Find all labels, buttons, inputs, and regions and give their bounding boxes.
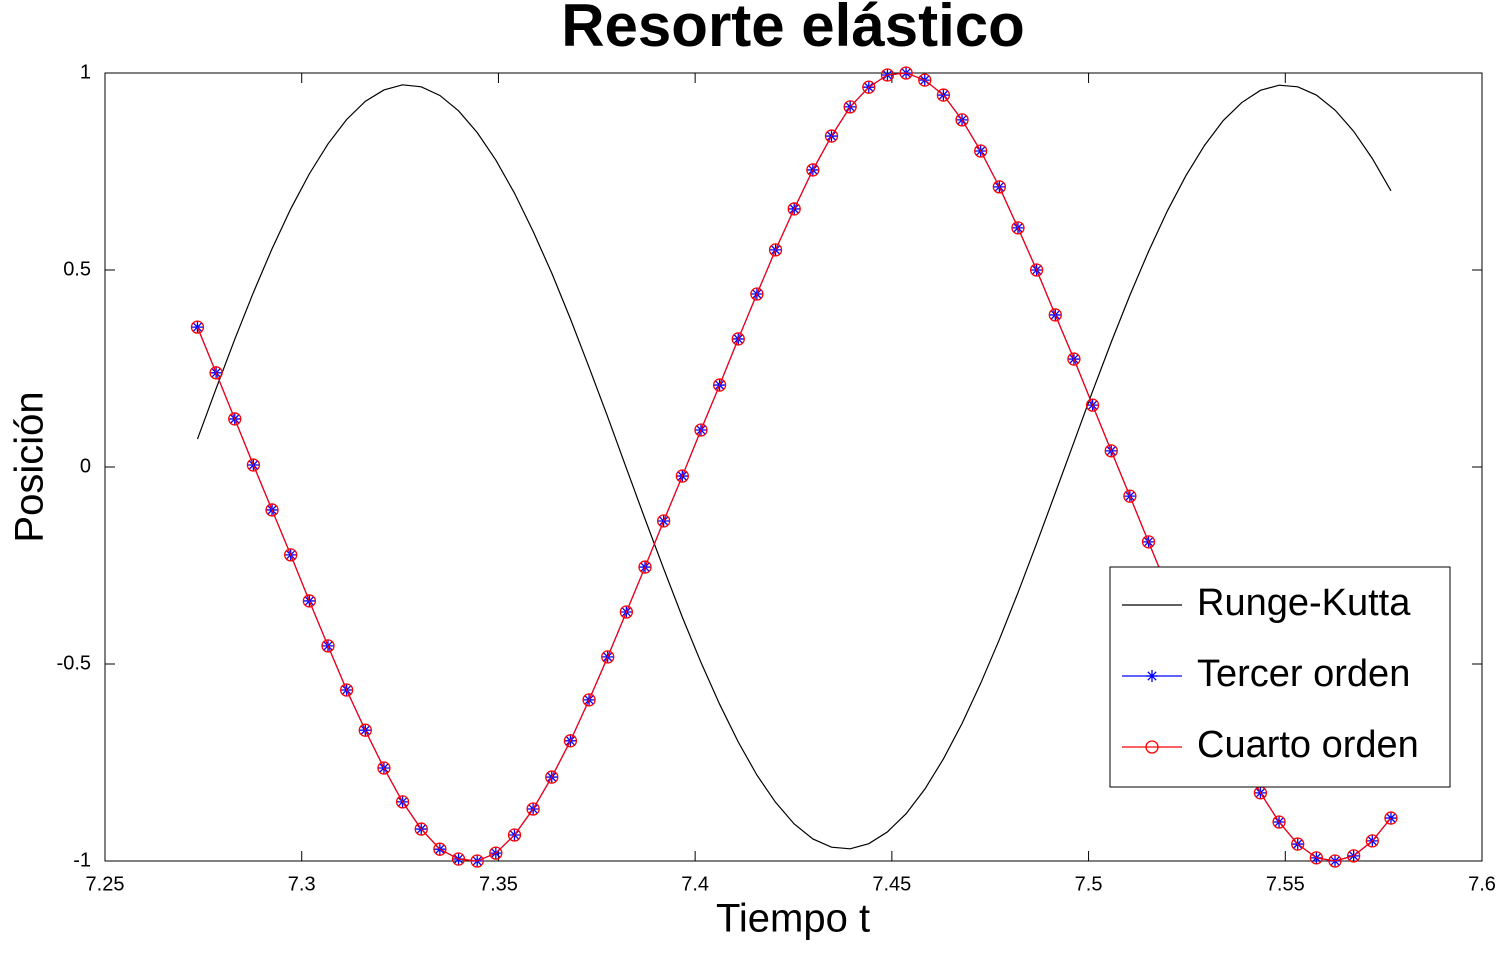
circle-marker — [526, 802, 540, 816]
circle-marker — [1123, 489, 1137, 503]
circle-marker — [1145, 740, 1159, 754]
circle-marker — [582, 693, 596, 707]
circle-marker — [899, 66, 913, 80]
circle-marker — [246, 458, 261, 472]
y-tick-label: -0.5 — [57, 652, 91, 674]
circle-marker — [1384, 811, 1398, 825]
circle-marker — [451, 852, 466, 866]
circle-marker — [563, 734, 578, 748]
circle-marker — [936, 88, 951, 102]
circle-marker — [768, 243, 783, 257]
x-tick-label: 7.45 — [872, 873, 911, 895]
circle-marker — [675, 469, 689, 483]
circle-marker — [284, 548, 298, 562]
x-tick-label: 7.25 — [86, 873, 125, 895]
circle-marker — [601, 650, 615, 664]
circle-marker — [1029, 263, 1044, 277]
circle-marker — [1067, 352, 1081, 366]
circle-marker — [358, 723, 372, 737]
circle-marker — [955, 113, 969, 127]
circle-marker — [507, 828, 522, 842]
y-tick-label: -1 — [73, 849, 91, 871]
circle-marker — [992, 180, 1006, 194]
chart-title: Resorte elástico — [561, 0, 1025, 59]
circle-marker — [377, 761, 391, 775]
circle-marker — [395, 795, 410, 809]
circle-marker — [1365, 834, 1379, 848]
circle-marker — [824, 129, 839, 143]
y-tick-label: 1 — [80, 61, 91, 83]
x-tick-label: 7.5 — [1075, 873, 1103, 895]
circle-marker — [209, 366, 223, 380]
circle-marker — [489, 846, 503, 860]
circle-marker — [694, 423, 708, 437]
asterisk-marker — [1146, 670, 1158, 682]
circle-marker — [1309, 851, 1324, 865]
x-axis-label: Tiempo t — [716, 897, 870, 941]
circle-marker — [862, 80, 876, 94]
y-axis-label: Posición — [8, 391, 52, 542]
circle-marker — [1291, 837, 1305, 851]
plot-frame — [104, 72, 1483, 862]
circle-marker — [302, 594, 316, 608]
circle-marker — [712, 378, 727, 392]
legend-label: Runge-Kutta — [1197, 582, 1411, 624]
circle-marker — [545, 770, 559, 784]
series-line — [196, 84, 1392, 850]
y-tick-label: 0.5 — [63, 258, 91, 280]
x-tick-label: 7.55 — [1266, 873, 1305, 895]
x-tick-label: 7.3 — [288, 873, 316, 895]
circle-marker — [265, 503, 279, 517]
circle-marker — [190, 320, 205, 334]
circle-marker — [414, 822, 428, 836]
circle-marker — [1272, 815, 1286, 829]
legend: Runge-Kutta Tercer orden Cuarto orden — [1109, 566, 1451, 788]
x-tick-label: 7.35 — [479, 873, 518, 895]
circle-marker — [918, 73, 932, 87]
legend-box — [1109, 566, 1451, 788]
circle-marker — [1141, 535, 1156, 549]
x-tick-label: 7.4 — [681, 873, 709, 895]
circle-marker — [1085, 398, 1100, 412]
circle-marker — [339, 683, 354, 697]
circle-marker — [806, 163, 820, 177]
circle-marker — [731, 332, 745, 346]
circle-marker — [974, 144, 988, 158]
circle-marker — [470, 854, 484, 868]
circle-marker — [1011, 221, 1025, 235]
circle-marker — [1104, 444, 1118, 458]
circle-marker — [321, 639, 335, 653]
circle-marker — [1347, 849, 1361, 863]
legend-label: Cuarto orden — [1197, 724, 1419, 766]
legend-label: Tercer orden — [1197, 653, 1410, 695]
circle-marker — [433, 842, 447, 856]
circle-marker — [228, 412, 242, 426]
y-tick-label: 0 — [80, 455, 91, 477]
circle-marker — [1328, 854, 1342, 868]
circle-marker — [880, 68, 895, 82]
circle-marker — [619, 605, 634, 619]
circle-marker — [787, 202, 801, 216]
circle-marker — [638, 560, 652, 574]
x-tick-label: 7.6 — [1468, 873, 1496, 895]
circle-marker — [750, 287, 764, 301]
circle-marker — [657, 514, 671, 528]
circle-marker — [1048, 308, 1062, 322]
circle-marker — [843, 100, 857, 114]
